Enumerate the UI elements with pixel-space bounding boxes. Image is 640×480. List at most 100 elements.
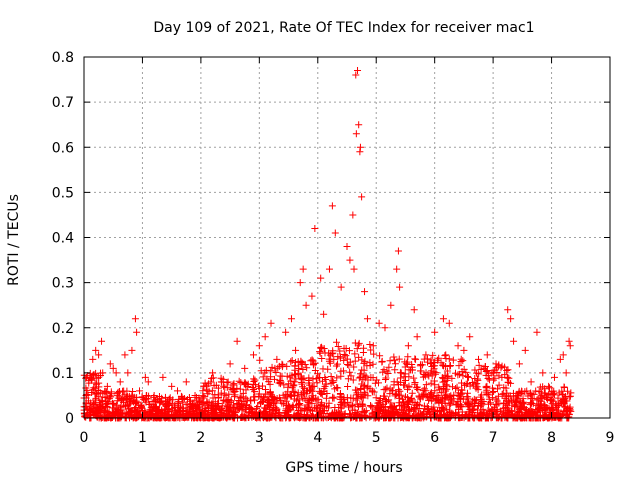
data-point: [439, 375, 447, 383]
data-point: [258, 397, 266, 405]
data-point: [566, 342, 574, 350]
data-point: [366, 413, 374, 421]
data-point: [337, 283, 345, 291]
data-point: [113, 401, 121, 409]
data-point: [422, 381, 430, 389]
data-point: [407, 366, 415, 374]
data-point: [502, 384, 510, 392]
data-point: [385, 396, 393, 404]
data-point: [407, 395, 415, 403]
data-point: [130, 398, 138, 406]
data-point: [530, 390, 538, 398]
data-point: [493, 385, 501, 393]
data-point: [288, 357, 296, 365]
data-point: [394, 381, 402, 389]
data-point: [561, 395, 569, 403]
data-point: [387, 301, 395, 309]
data-point: [349, 402, 357, 410]
data-point: [182, 401, 190, 409]
data-point: [280, 381, 288, 389]
data-point: [251, 396, 259, 404]
data-point: [320, 310, 328, 318]
data-point: [340, 395, 348, 403]
y-tick-label: 0.8: [52, 50, 74, 66]
data-point: [334, 360, 342, 368]
data-point: [367, 346, 375, 354]
data-point: [513, 392, 521, 400]
data-point: [352, 71, 360, 79]
data-point: [466, 333, 474, 341]
data-point: [97, 397, 105, 405]
data-point: [553, 404, 561, 412]
data-point: [100, 408, 108, 416]
data-point: [221, 383, 229, 391]
data-point: [539, 383, 547, 391]
data-point: [201, 408, 209, 416]
data-point: [268, 363, 276, 371]
data-point: [203, 398, 211, 406]
data-point: [259, 373, 267, 381]
data-point: [95, 351, 103, 359]
data-point: [109, 364, 117, 372]
data-point: [453, 383, 461, 391]
data-point: [433, 391, 441, 399]
data-point: [547, 396, 555, 404]
data-point: [417, 367, 425, 375]
data-point: [392, 405, 400, 413]
data-point: [116, 409, 124, 417]
data-point: [527, 378, 535, 386]
data-point: [350, 363, 358, 371]
data-point: [434, 408, 442, 416]
data-point: [339, 367, 347, 375]
data-point: [445, 401, 453, 409]
data-point: [385, 363, 393, 371]
data-point: [545, 384, 553, 392]
data-point: [133, 328, 141, 336]
data-point: [233, 337, 241, 345]
data-point: [310, 382, 318, 390]
data-point: [503, 396, 511, 404]
data-point: [289, 402, 297, 410]
data-point: [308, 395, 316, 403]
data-point: [417, 395, 425, 403]
data-point: [445, 396, 453, 404]
data-point: [401, 358, 409, 366]
data-point: [527, 399, 535, 407]
data-point: [229, 381, 237, 389]
data-point: [332, 362, 340, 370]
data-point: [103, 403, 111, 411]
grid-lines: [84, 57, 610, 418]
data-point: [107, 388, 115, 396]
data-point: [391, 366, 399, 374]
y-tick-label: 0.1: [52, 366, 74, 382]
data-point: [328, 411, 336, 419]
data-point: [131, 315, 139, 323]
data-point: [89, 355, 97, 363]
data-point: [271, 364, 279, 372]
data-point: [303, 406, 311, 414]
data-point: [353, 413, 361, 421]
data-point: [420, 391, 428, 399]
data-point: [135, 412, 143, 420]
data-point: [469, 381, 477, 389]
data-point: [410, 306, 418, 314]
data-point: [217, 389, 225, 397]
data-point: [408, 389, 416, 397]
data-point: [545, 382, 553, 390]
data-point: [117, 402, 125, 410]
data-point: [354, 391, 362, 399]
data-point: [487, 399, 495, 407]
data-point: [390, 356, 398, 364]
data-point: [295, 364, 303, 372]
data-point: [275, 379, 283, 387]
data-point: [124, 402, 132, 410]
data-point: [237, 401, 245, 409]
data-point: [114, 388, 122, 396]
data-point: [226, 408, 234, 416]
chart-title: Day 109 of 2021, Rate Of TEC Index for r…: [153, 20, 534, 36]
data-point: [156, 399, 164, 407]
data-point: [297, 357, 305, 365]
data-point: [489, 394, 497, 402]
data-point: [413, 384, 421, 392]
